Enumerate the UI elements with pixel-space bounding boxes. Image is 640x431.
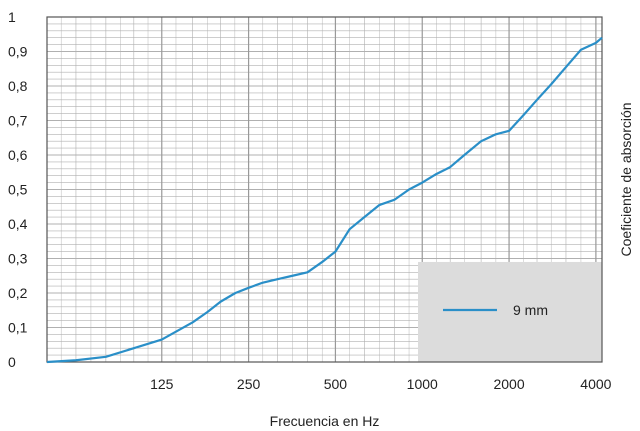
- y-tick-labels: 0 0,1 0,2 0,3 0,4 0,5 0,6 0,7 0,8 0,9 1: [8, 9, 28, 370]
- y-tick-label: 0,4: [8, 216, 28, 232]
- x-tick-label: 1000: [407, 376, 438, 392]
- plot-frame: [46, 16, 603, 363]
- x-tick-label: 250: [237, 376, 261, 392]
- series: [46, 36, 603, 364]
- legend-label-9mm: 9 mm: [513, 302, 548, 318]
- x-tick-label: 125: [150, 376, 174, 392]
- x-tick-label: 500: [324, 376, 348, 392]
- x-axis-title: Frecuencia en Hz: [270, 413, 380, 429]
- y-tick-label: 0,8: [8, 78, 28, 94]
- x-tick-label: 2000: [493, 376, 524, 392]
- y-tick-label: 0,2: [8, 285, 28, 301]
- legend: 9 mm: [443, 302, 548, 318]
- y-tick-label: 0,7: [8, 113, 28, 129]
- y-tick-label: 0,6: [8, 147, 28, 163]
- y-tick-label: 0,5: [8, 182, 28, 198]
- y-tick-label: 0,3: [8, 251, 28, 267]
- legend-box: [418, 261, 602, 362]
- x-tick-label: 4000: [580, 376, 611, 392]
- y-tick-label: 0,1: [8, 320, 28, 336]
- x-tick-labels: 125 250 500 1000 2000 4000: [150, 376, 612, 392]
- y-tick-label: 0: [8, 354, 16, 370]
- series-line-0: [46, 36, 603, 364]
- y-tick-label: 1: [8, 9, 16, 25]
- y-tick-label: 0,9: [8, 44, 28, 60]
- y-axis-title: Coeficiente de absorción: [618, 102, 634, 256]
